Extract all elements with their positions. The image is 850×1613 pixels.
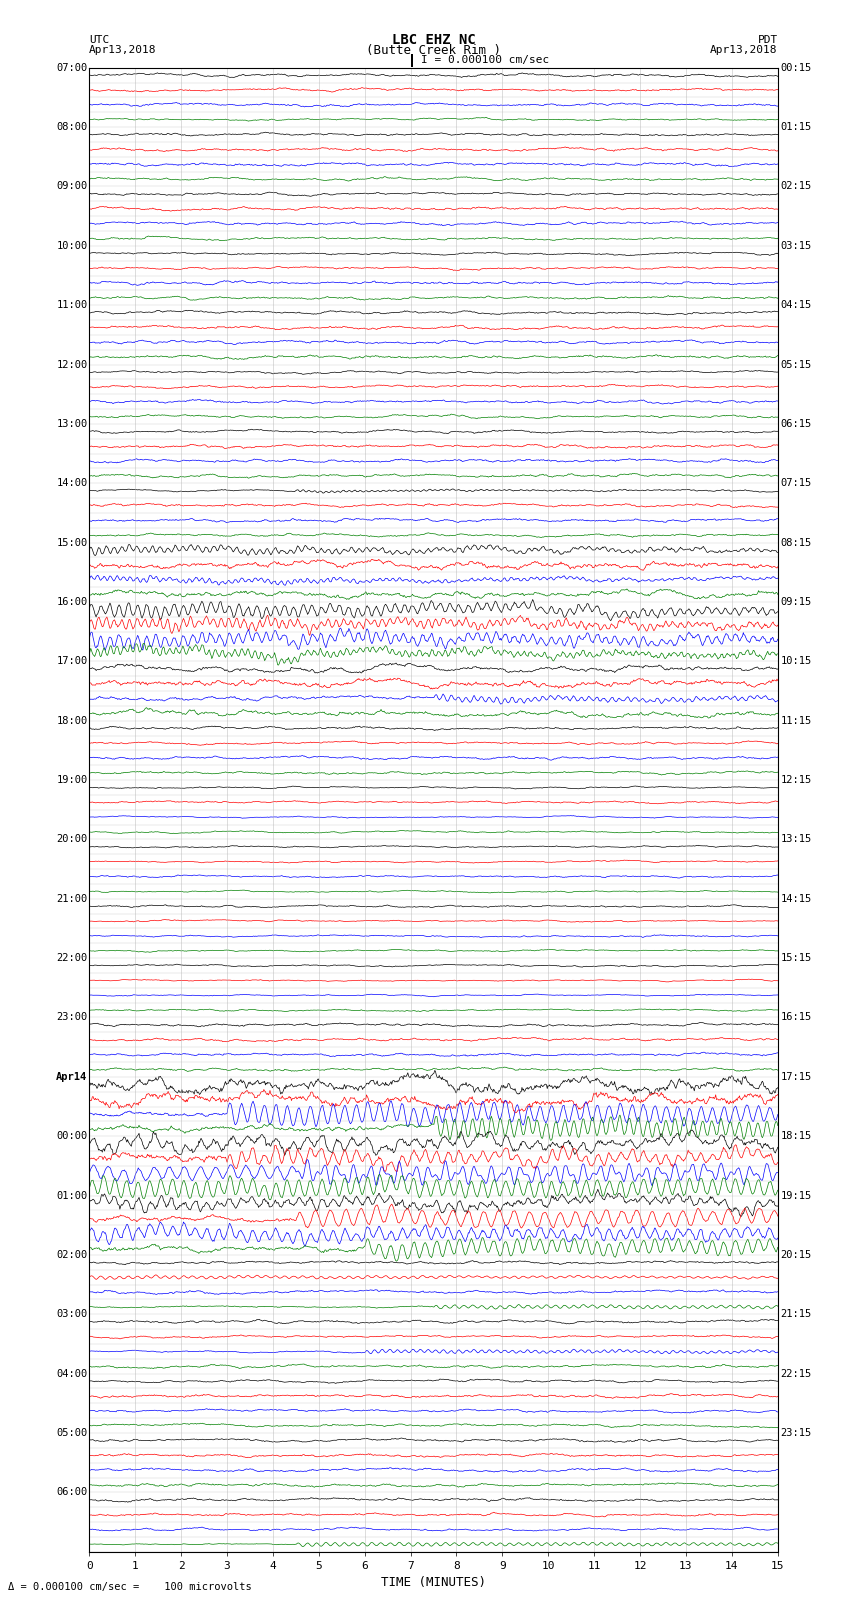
Text: Δ = 0.000100 cm/sec =    100 microvolts: Δ = 0.000100 cm/sec = 100 microvolts: [8, 1582, 252, 1592]
Text: 18:00: 18:00: [56, 716, 88, 726]
Text: 07:15: 07:15: [780, 479, 812, 489]
Text: 19:00: 19:00: [56, 776, 88, 786]
Text: I = 0.000100 cm/sec: I = 0.000100 cm/sec: [421, 55, 549, 66]
Text: 04:00: 04:00: [56, 1369, 88, 1379]
Text: 05:15: 05:15: [780, 360, 812, 369]
Text: 12:00: 12:00: [56, 360, 88, 369]
Text: 17:15: 17:15: [780, 1073, 812, 1082]
Text: 13:15: 13:15: [780, 834, 812, 844]
Text: 09:15: 09:15: [780, 597, 812, 606]
Text: 22:15: 22:15: [780, 1369, 812, 1379]
Text: Apr13,2018: Apr13,2018: [89, 45, 156, 55]
Text: 15:00: 15:00: [56, 537, 88, 547]
Text: 10:15: 10:15: [780, 656, 812, 666]
Text: 14:00: 14:00: [56, 479, 88, 489]
Text: 23:00: 23:00: [56, 1013, 88, 1023]
Text: 02:00: 02:00: [56, 1250, 88, 1260]
Text: 10:00: 10:00: [56, 240, 88, 250]
Text: Apr13,2018: Apr13,2018: [711, 45, 778, 55]
Text: Apr14: Apr14: [56, 1073, 88, 1082]
Text: 21:15: 21:15: [780, 1310, 812, 1319]
Text: 03:00: 03:00: [56, 1310, 88, 1319]
Text: 04:15: 04:15: [780, 300, 812, 310]
Text: 15:15: 15:15: [780, 953, 812, 963]
Text: 08:15: 08:15: [780, 537, 812, 547]
Text: 16:00: 16:00: [56, 597, 88, 606]
Text: 03:15: 03:15: [780, 240, 812, 250]
Text: 14:15: 14:15: [780, 894, 812, 903]
Text: 00:15: 00:15: [780, 63, 812, 73]
Text: 21:00: 21:00: [56, 894, 88, 903]
Text: 05:00: 05:00: [56, 1428, 88, 1437]
Text: UTC: UTC: [89, 34, 110, 45]
Text: LBC EHZ NC: LBC EHZ NC: [392, 32, 475, 47]
Text: 13:00: 13:00: [56, 419, 88, 429]
Text: 17:00: 17:00: [56, 656, 88, 666]
Text: 01:15: 01:15: [780, 123, 812, 132]
Text: 06:00: 06:00: [56, 1487, 88, 1497]
Text: 11:00: 11:00: [56, 300, 88, 310]
Text: 00:00: 00:00: [56, 1131, 88, 1140]
Text: 07:00: 07:00: [56, 63, 88, 73]
Text: 12:15: 12:15: [780, 776, 812, 786]
Text: (Butte Creek Rim ): (Butte Creek Rim ): [366, 44, 501, 56]
Text: 20:15: 20:15: [780, 1250, 812, 1260]
Text: 19:15: 19:15: [780, 1190, 812, 1200]
Text: 06:15: 06:15: [780, 419, 812, 429]
Text: 02:15: 02:15: [780, 182, 812, 192]
Text: 11:15: 11:15: [780, 716, 812, 726]
Text: 01:00: 01:00: [56, 1190, 88, 1200]
X-axis label: TIME (MINUTES): TIME (MINUTES): [381, 1576, 486, 1589]
Text: 08:00: 08:00: [56, 123, 88, 132]
Text: 20:00: 20:00: [56, 834, 88, 844]
Text: 09:00: 09:00: [56, 182, 88, 192]
Text: 23:15: 23:15: [780, 1428, 812, 1437]
Text: 16:15: 16:15: [780, 1013, 812, 1023]
Text: PDT: PDT: [757, 34, 778, 45]
Text: 18:15: 18:15: [780, 1131, 812, 1140]
Text: 22:00: 22:00: [56, 953, 88, 963]
